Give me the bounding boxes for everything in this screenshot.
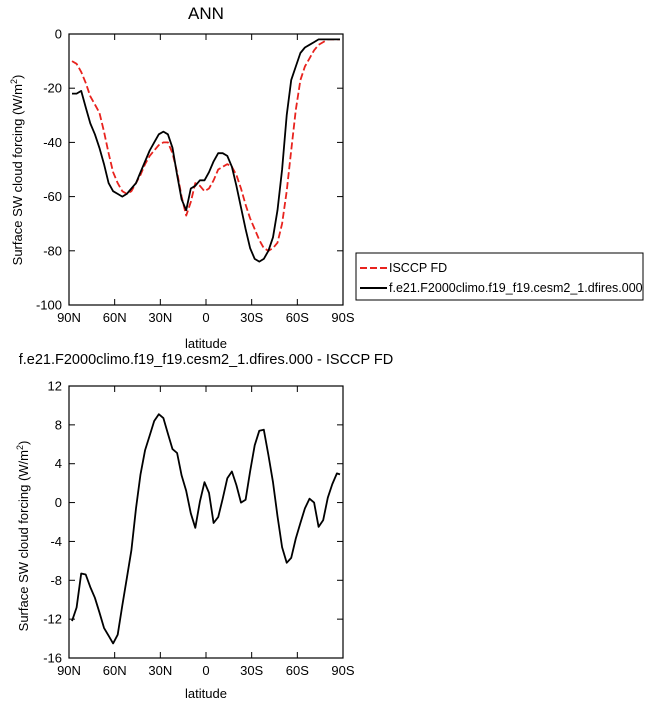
top-ylabel-sup: 2 <box>9 79 19 84</box>
top-y-tick-label: -100 <box>36 298 62 313</box>
top-x-tick-label: 60N <box>103 310 127 325</box>
top-x-tick-label: 60S <box>286 310 309 325</box>
top-x-tick-label: 0 <box>202 310 209 325</box>
bottom-ylabel-close: ) <box>16 441 31 445</box>
legend-label-model: f.e21.F2000climo.f19_f19.cesm2_1.dfires.… <box>389 281 643 295</box>
top-x-tick-label: 30N <box>148 310 172 325</box>
bottom-x-tick-label: 60N <box>103 663 127 678</box>
top-ylabel-main: Surface SW cloud forcing (W/m <box>10 84 25 265</box>
top-axes: 90N 60N 30N 0 30S 60S 90S 0 -20 -40 -60 -80 -100 <box>36 27 355 326</box>
bottom-ylabel-main: Surface SW cloud forcing (W/m <box>16 450 31 631</box>
top-title: ANN <box>188 4 224 23</box>
top-y-tick-label: -40 <box>43 135 62 150</box>
bottom-y-tick-label: 4 <box>55 456 62 471</box>
top-x-tick-label: 90N <box>57 310 81 325</box>
bottom-x-tick-label: 60S <box>286 663 309 678</box>
bottom-series-group <box>71 413 341 645</box>
bottom-x-tick-label: 0 <box>202 663 209 678</box>
top-series-line-isccp <box>71 38 340 252</box>
bottom-y-tick-label: 12 <box>48 379 62 394</box>
bottom-y-tick-label: 8 <box>55 417 62 432</box>
legend: ISCCP FD f.e21.F2000climo.f19_f19.cesm2_… <box>355 252 644 301</box>
bottom-series-line-model <box>71 413 341 645</box>
bottom-xlabel: latitude <box>185 686 227 701</box>
bottom-y-tick-label: -12 <box>43 612 62 627</box>
top-ylabel-close: ) <box>10 75 25 79</box>
bottom-plot-frame <box>68 385 344 659</box>
bottom-ylabel: Surface SW cloud forcing (W/m2) <box>15 441 31 632</box>
top-y-tick-label: -20 <box>43 81 62 96</box>
legend-label-isccp: ISCCP FD <box>389 261 447 275</box>
top-y-tick-label: -80 <box>43 243 62 258</box>
top-y-tick-label: -60 <box>43 189 62 204</box>
bottom-title: f.e21.F2000climo.f19_f19.cesm2_1.dfires.… <box>19 352 394 368</box>
top-x-tick-label: 30S <box>240 310 263 325</box>
bottom-y-tick-label: -4 <box>50 534 62 549</box>
top-plot-frame <box>68 33 344 306</box>
bottom-y-tick-label: -8 <box>50 573 62 588</box>
top-series-group <box>71 38 340 263</box>
top-series-line-model <box>72 38 340 263</box>
bottom-ylabel-sup: 2 <box>15 445 25 450</box>
bottom-x-tick-label: 30N <box>148 663 172 678</box>
bottom-axes: 90N 60N 30N 0 30S 60S 90S 12 8 4 0 -4 -8 -12 -16 <box>43 379 355 679</box>
bottom-y-tick-label: -16 <box>43 651 62 666</box>
top-xlabel: latitude <box>185 336 227 351</box>
bottom-x-tick-label: 90S <box>331 663 354 678</box>
bottom-x-tick-label: 90N <box>57 663 81 678</box>
top-panel: ANN Surface SW cloud forcing (W/m2) lati… <box>9 4 355 351</box>
bottom-x-tick-label: 30S <box>240 663 263 678</box>
top-y-tick-label: 0 <box>55 27 62 42</box>
bottom-panel: f.e21.F2000climo.f19_f19.cesm2_1.dfires.… <box>15 352 393 701</box>
top-x-tick-label: 90S <box>331 310 354 325</box>
top-ylabel: Surface SW cloud forcing (W/m2) <box>9 75 25 266</box>
legend-box <box>355 252 644 301</box>
bottom-y-tick-label: 0 <box>55 495 62 510</box>
